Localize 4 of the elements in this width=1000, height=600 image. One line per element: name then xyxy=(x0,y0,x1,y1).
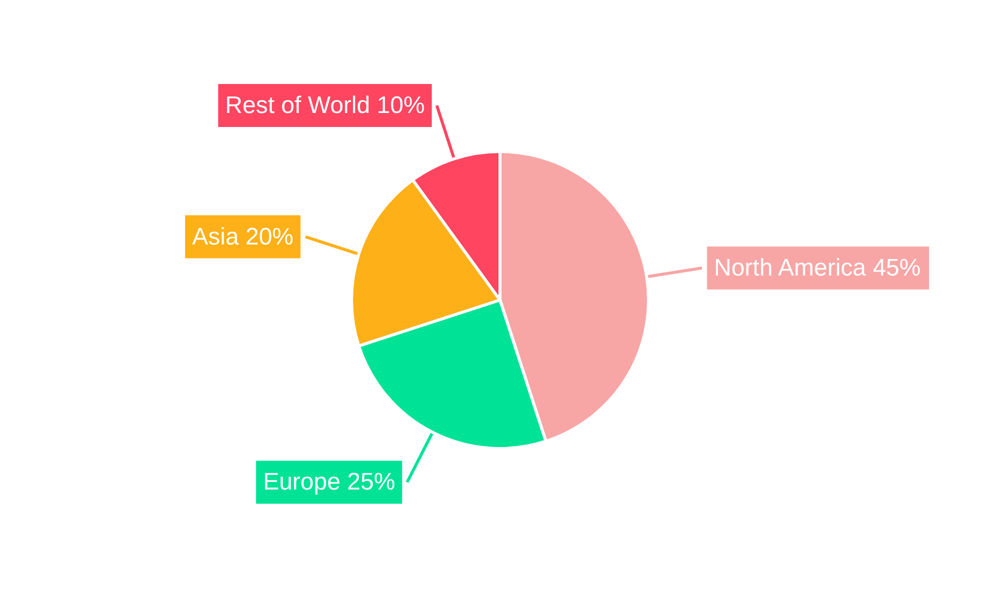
slice-label: North America 45% xyxy=(714,254,921,282)
slice-label: Rest of World 10% xyxy=(225,92,425,120)
slice-label: Asia 20% xyxy=(192,223,294,250)
slice-label: Europe 25% xyxy=(263,468,396,496)
